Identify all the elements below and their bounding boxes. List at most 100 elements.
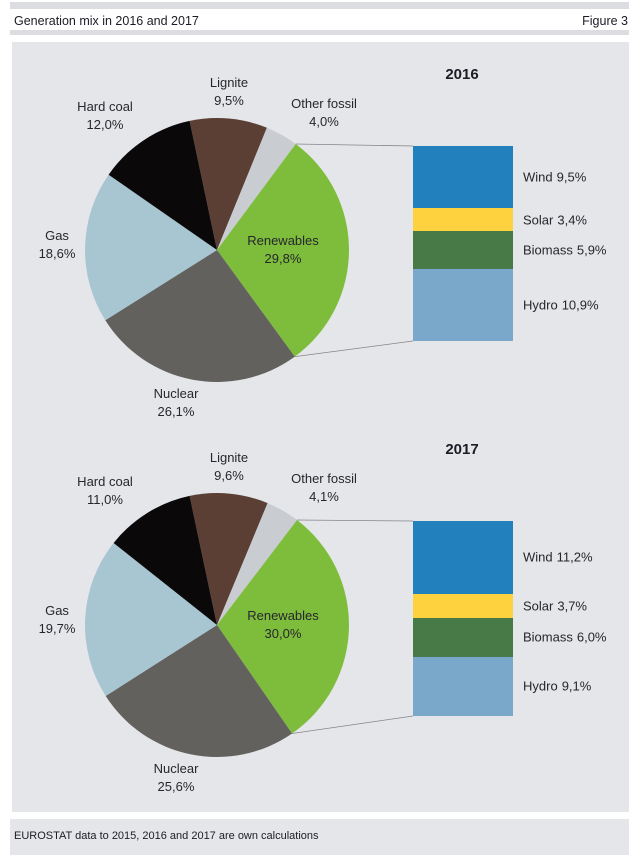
chart-2017: 2017 Lignite 9,6% Other fossil 4,1% Rene… <box>0 417 639 794</box>
pie-slice-name: Renewables <box>247 233 319 248</box>
chart-year-title: 2016 <box>445 66 479 83</box>
bar-segment-value: 5,9% <box>576 242 607 258</box>
bar-segment-name: Wind <box>523 549 553 565</box>
pie-slice-renewables <box>217 144 349 357</box>
pie-slice-name: Hard coal <box>77 474 133 489</box>
bar-segment-wind <box>413 521 513 594</box>
pie-slice-name: Nuclear <box>153 386 199 401</box>
figure-number: Figure 3 <box>582 14 628 28</box>
pie-slice-nuclear <box>105 625 293 757</box>
bar-segment-value: 3,4% <box>557 212 587 227</box>
bar-segment-value: 10,9% <box>561 297 599 313</box>
header-divider <box>10 30 629 35</box>
bar-segment-hydro <box>413 656 513 716</box>
chart-year-title: 2017 <box>445 441 479 458</box>
bar-segment-name: Biomass <box>523 242 573 258</box>
bar-segment-name: Wind <box>523 169 553 185</box>
breakout-connector-top <box>296 519 414 522</box>
pie-label-other-fossil: Other fossil 4,1% <box>291 470 357 506</box>
bar-label-wind: Wind 11,2% <box>523 550 593 565</box>
breakout-connector-top <box>295 143 414 147</box>
renewables-bar-stack <box>413 146 513 341</box>
pie-label-other-fossil: Other fossil 4,0% <box>291 95 357 131</box>
pie-slice-value: 25,6% <box>157 779 195 794</box>
pie-slice-renewables <box>217 520 349 734</box>
pie-slice-other-fossil <box>217 503 297 625</box>
pie-slice-value: 4,1% <box>309 489 339 504</box>
pie-slice-value: 29,8% <box>264 251 302 266</box>
pie-slice-hard-coal <box>113 495 217 625</box>
pie-slice-value: 4,0% <box>309 114 339 129</box>
pie-label-hard-coal: Hard coal 11,0% <box>77 473 133 509</box>
pie-slice-gas <box>85 174 217 321</box>
bar-segment-biomass <box>413 617 513 657</box>
pie-slice-name: Nuclear <box>153 761 199 776</box>
pie-slice-value: 19,7% <box>38 621 76 636</box>
renewables-bar-stack <box>413 521 513 716</box>
pie-label-nuclear: Nuclear 26,1% <box>154 385 199 421</box>
bar-label-wind: Wind 9,5% <box>523 170 586 185</box>
pie-slice-lignite <box>189 118 267 250</box>
pie-label-lignite: Lignite 9,6% <box>210 449 248 485</box>
pie-chart-2016 <box>85 118 414 382</box>
pie-label-gas: Gas 18,6% <box>39 227 76 263</box>
pie-label-lignite: Lignite 9,5% <box>210 74 248 110</box>
breakout-connector-bottom <box>292 715 414 734</box>
pie-slice-name: Renewables <box>247 608 319 623</box>
pie-slice-gas <box>85 543 217 696</box>
pie-slice-name: Lignite <box>209 75 249 90</box>
bar-segment-biomass <box>413 230 513 270</box>
pie-slice-value: 9,6% <box>214 468 244 483</box>
bar-segment-name: Solar <box>523 598 554 614</box>
bar-segment-value: 6,0% <box>576 629 607 645</box>
pie-slice-name: Gas <box>45 603 69 618</box>
pie-label-renewables: Renewables 30,0% <box>247 607 319 643</box>
pie-chart-2017 <box>85 493 414 757</box>
bar-segment-value: 11,2% <box>556 549 593 565</box>
bar-segment-value: 9,1% <box>561 678 592 694</box>
bar-segment-name: Biomass <box>523 629 573 645</box>
bar-segment-wind <box>413 146 513 209</box>
bar-label-biomass: Biomass 6,0% <box>523 630 607 645</box>
figure-footer: EUROSTAT data to 2015, 2016 and 2017 are… <box>10 819 629 855</box>
bar-segment-name: Hydro <box>523 297 558 313</box>
chart-2016: 2016 Lignite 9,5% Other fossil 4,0% Rene… <box>0 42 639 419</box>
pie-slice-value: 9,5% <box>214 93 244 108</box>
pie-label-gas: Gas 19,7% <box>39 602 76 638</box>
pie-slice-value: 18,6% <box>38 246 76 261</box>
pie-slice-lignite <box>189 493 268 625</box>
bar-label-solar: Solar 3,7% <box>523 598 587 613</box>
figure-header: Generation mix in 2016 and 2017 Figure 3 <box>14 12 628 30</box>
pie-slice-other-fossil <box>217 127 296 250</box>
pie-slice-name: Gas <box>45 228 69 243</box>
pie-slice-value: 26,1% <box>157 404 195 419</box>
bar-segment-name: Hydro <box>523 678 558 694</box>
source-note: EUROSTAT data to 2015, 2016 and 2017 are… <box>14 830 319 842</box>
bar-segment-value: 9,5% <box>556 169 587 185</box>
bar-label-hydro: Hydro 9,1% <box>523 679 591 694</box>
bar-segment-solar <box>413 593 513 618</box>
bar-segment-name: Solar <box>523 212 554 227</box>
bar-segment-solar <box>413 208 513 231</box>
bar-segment-value: 3,7% <box>557 598 587 614</box>
bar-label-hydro: Hydro 10,9% <box>523 298 599 313</box>
pie-label-nuclear: Nuclear 25,6% <box>154 760 199 796</box>
pie-slice-name: Hard coal <box>77 99 133 114</box>
pie-slice-name: Lignite <box>209 450 249 465</box>
bar-segment-hydro <box>413 269 513 341</box>
figure-title: Generation mix in 2016 and 2017 <box>14 14 199 28</box>
pie-label-renewables: Renewables 29,8% <box>247 232 319 268</box>
pie-slice-nuclear <box>105 250 295 382</box>
top-rule <box>10 2 629 9</box>
pie-slice-name: Other fossil <box>291 96 357 111</box>
pie-slice-hard-coal <box>108 120 217 251</box>
pie-label-hard-coal: Hard coal 12,0% <box>77 98 133 134</box>
pie-slice-value: 12,0% <box>86 117 124 132</box>
bar-label-biomass: Biomass 5,9% <box>523 243 607 258</box>
pie-slice-name: Other fossil <box>291 471 357 486</box>
breakout-connector-bottom <box>294 340 414 357</box>
bar-label-solar: Solar 3,4% <box>523 212 587 227</box>
pie-slice-value: 30,0% <box>264 626 302 641</box>
pie-slice-value: 11,0% <box>87 492 123 507</box>
